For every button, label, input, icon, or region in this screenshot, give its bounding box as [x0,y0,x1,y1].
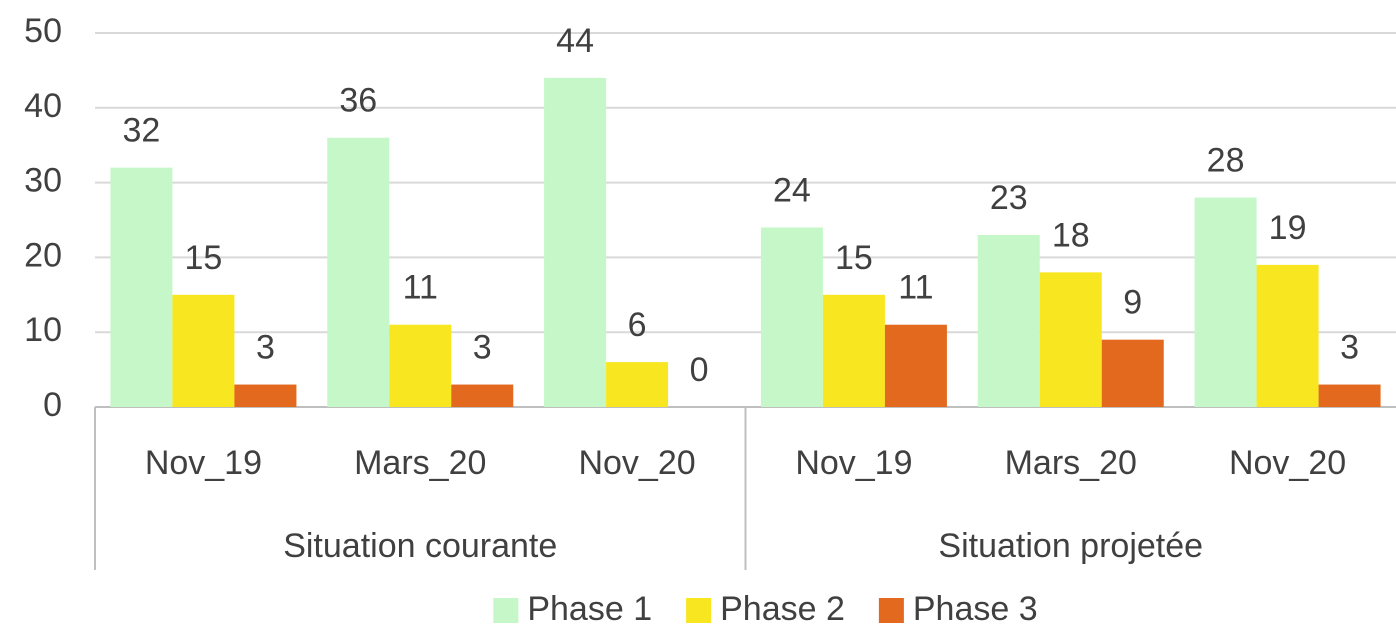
legend-swatch [493,598,519,623]
x-tick-label: Nov_19 [795,444,912,482]
legend-label: Phase 2 [720,590,845,628]
y-tick-label: 40 [24,87,62,125]
legend-label: Phase 3 [913,590,1038,628]
bar [1318,384,1381,407]
bar [1194,197,1257,407]
group-label: Situation projetée [938,527,1203,565]
y-tick-label: 10 [24,311,62,349]
data-label: 0 [690,351,709,389]
data-label: 3 [1340,329,1359,367]
data-label: 24 [773,171,811,209]
data-label: 9 [1123,284,1142,322]
data-label: 15 [835,239,873,277]
bar [544,77,607,407]
bar [327,137,390,407]
bar [451,384,514,407]
legend-swatch [878,598,904,623]
bar [977,234,1040,407]
bar [760,227,823,407]
bar [884,324,947,407]
data-label: 19 [1269,209,1307,247]
legend-swatch [686,598,712,623]
data-label: 3 [256,329,275,367]
y-tick-label: 20 [24,236,62,274]
bar [606,362,669,407]
bar [1101,339,1164,407]
data-label: 15 [185,239,223,277]
bar [110,167,173,407]
group-label: Situation courante [283,527,557,565]
y-tick-label: 50 [24,12,62,50]
y-tick-label: 0 [43,386,62,424]
x-tick-label: Nov_20 [578,444,695,482]
data-label: 11 [403,269,438,307]
x-tick-label: Nov_20 [1229,444,1346,482]
bar [1256,264,1319,407]
y-tick-label: 30 [24,162,62,200]
x-tick-label: Mars_20 [354,444,486,482]
x-tick-label: Nov_19 [145,444,262,482]
x-tick-label: Mars_20 [1005,444,1137,482]
data-label: 36 [339,82,377,120]
data-label: 32 [123,112,161,150]
data-label: 18 [1052,216,1090,254]
data-label: 3 [473,329,492,367]
bar [822,294,885,407]
data-label: 11 [898,269,933,307]
bar [234,384,297,407]
bar [389,324,452,407]
data-label: 44 [556,22,594,60]
bar [1039,272,1102,407]
data-label: 28 [1207,142,1245,180]
data-label: 6 [628,306,647,344]
bar [172,294,235,407]
data-label: 23 [990,179,1028,217]
legend-label: Phase 1 [527,590,652,628]
